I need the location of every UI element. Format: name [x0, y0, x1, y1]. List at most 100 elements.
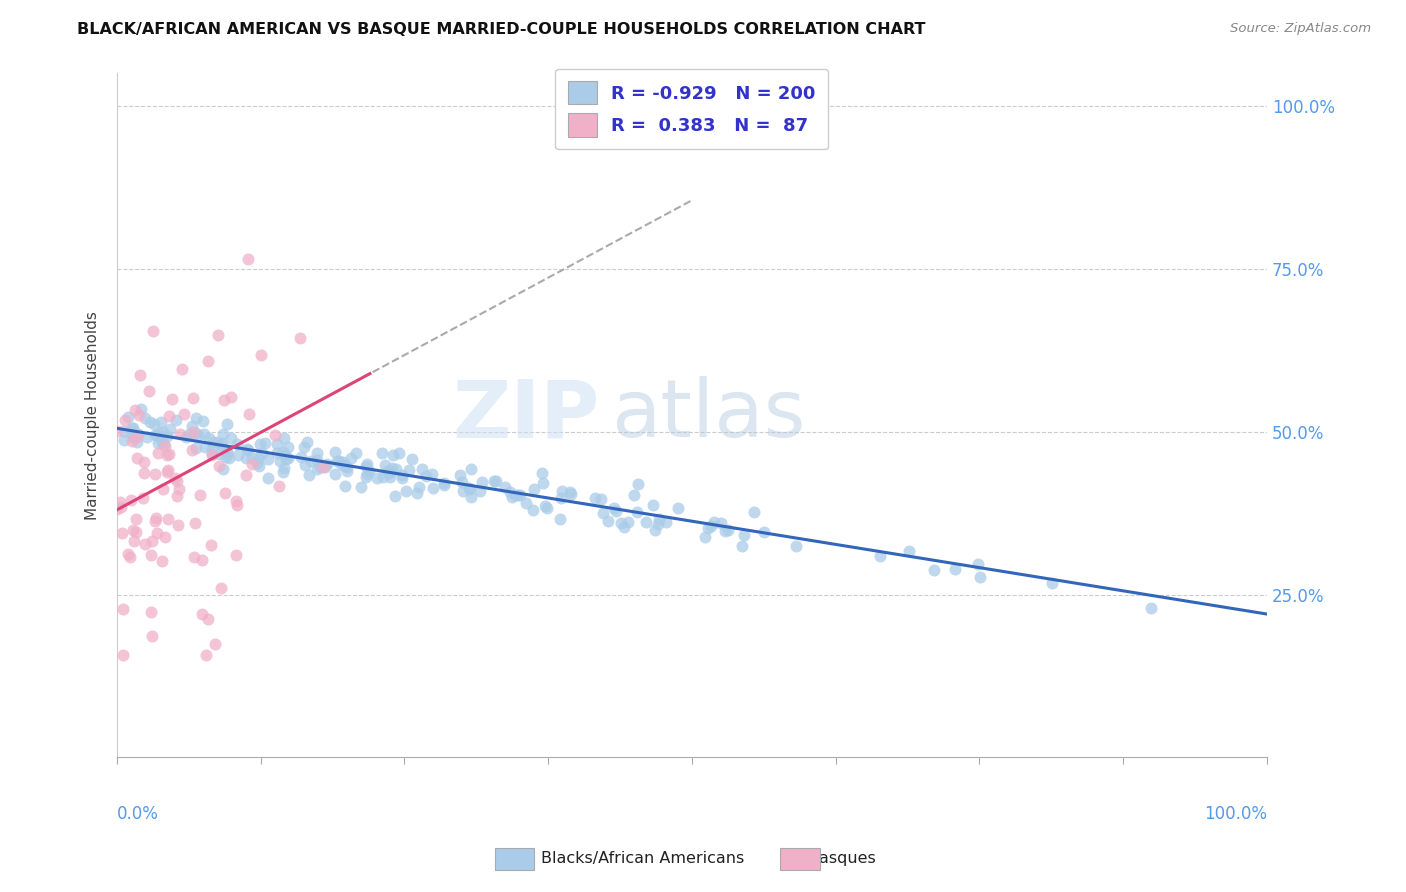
Point: [127, 430, 149, 444]
Point: [201, 448, 224, 462]
Point: [530, 467, 553, 481]
Point: [240, 451, 263, 466]
Point: [146, 446, 169, 460]
Point: [111, 526, 134, 541]
Point: [269, 453, 291, 467]
Point: [391, 471, 413, 485]
Point: [340, 450, 363, 465]
Point: [221, 390, 243, 404]
Point: [184, 441, 207, 455]
Point: [120, 549, 142, 564]
Point: [647, 516, 669, 531]
Point: [201, 442, 224, 457]
Point: [146, 525, 169, 540]
Point: [506, 488, 529, 502]
Point: [375, 464, 398, 478]
Point: [969, 570, 991, 584]
Point: [124, 403, 146, 417]
Point: [181, 442, 204, 457]
Point: [117, 410, 139, 425]
Point: [143, 467, 166, 482]
Point: [693, 530, 716, 544]
Point: [160, 392, 183, 406]
Point: [197, 354, 219, 368]
Point: [381, 448, 404, 462]
Point: [398, 463, 420, 477]
Point: [420, 467, 443, 482]
Point: [922, 563, 945, 577]
Point: [184, 410, 207, 425]
Point: [267, 479, 290, 493]
Point: [141, 605, 163, 619]
Point: [307, 453, 329, 467]
Point: [263, 428, 285, 442]
Point: [377, 466, 399, 480]
Point: [422, 481, 444, 495]
Point: [703, 515, 725, 529]
Point: [208, 459, 231, 474]
Point: [225, 548, 247, 562]
Point: [356, 467, 378, 481]
Point: [1040, 576, 1063, 591]
Point: [207, 435, 229, 450]
Point: [406, 485, 429, 500]
Point: [214, 486, 236, 500]
Point: [197, 612, 219, 626]
Point: [415, 469, 437, 483]
Point: [967, 557, 990, 571]
Text: atlas: atlas: [612, 376, 806, 454]
Point: [156, 512, 179, 526]
Point: [214, 392, 236, 407]
Point: [394, 484, 416, 499]
Point: [166, 517, 188, 532]
Point: [121, 523, 143, 537]
Point: [325, 445, 347, 459]
Point: [212, 427, 235, 442]
Point: [548, 512, 571, 526]
Point: [148, 435, 170, 450]
Point: [121, 426, 143, 441]
Point: [710, 516, 733, 530]
Point: [717, 523, 740, 537]
Point: [433, 478, 456, 492]
Point: [236, 443, 259, 458]
Point: [314, 459, 336, 474]
Point: [333, 479, 356, 493]
Point: [209, 438, 232, 452]
Point: [733, 528, 755, 542]
Point: [366, 471, 388, 485]
Point: [181, 418, 204, 433]
Point: [132, 491, 155, 506]
Point: [165, 413, 187, 427]
Point: [1140, 601, 1163, 615]
Point: [551, 484, 574, 499]
Point: [315, 457, 337, 471]
Point: [201, 435, 224, 450]
Point: [188, 488, 211, 502]
Point: [273, 460, 295, 475]
Point: [157, 409, 180, 424]
Point: [385, 462, 408, 476]
Point: [122, 421, 145, 435]
Point: [626, 505, 648, 519]
Point: [350, 480, 373, 494]
Point: [129, 401, 152, 416]
Point: [332, 455, 354, 469]
Point: [150, 554, 173, 568]
Point: [374, 458, 396, 472]
Point: [371, 470, 394, 484]
Point: [246, 456, 269, 470]
Point: [105, 502, 128, 516]
Point: [134, 536, 156, 550]
Point: [218, 450, 240, 465]
Point: [143, 417, 166, 431]
Point: [141, 629, 163, 643]
Point: [200, 538, 222, 552]
Point: [249, 348, 271, 362]
Point: [201, 447, 224, 461]
Point: [271, 466, 294, 480]
Point: [408, 480, 430, 494]
Point: [211, 435, 233, 450]
Point: [238, 407, 260, 421]
Point: [451, 475, 474, 489]
